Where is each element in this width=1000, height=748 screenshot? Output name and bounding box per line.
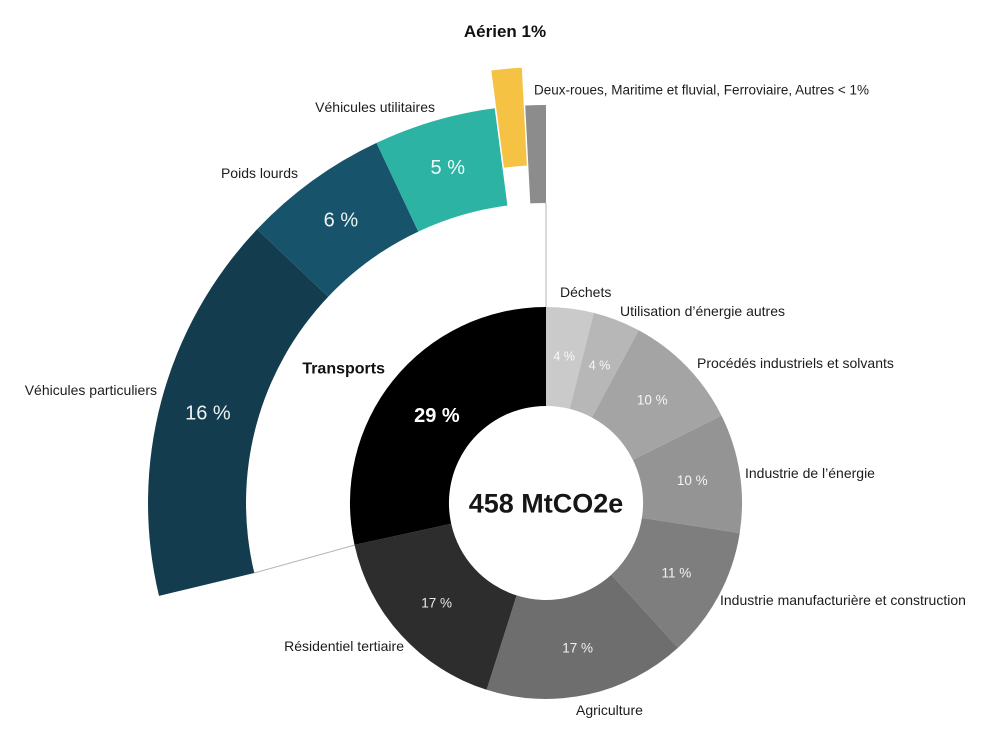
pct-residentiel: 17 % [421,595,452,610]
pct-energie: 10 % [677,473,708,488]
label-procedes: Procédés industriels et solvants [697,355,894,371]
slice-residentiel [354,523,517,690]
slice-agriculture [486,574,678,699]
slice-vehicules-utilitaires [376,108,508,232]
label-manufacture: Industrie manufacturière et construction [720,592,966,608]
slice-aerien [491,67,527,168]
label-energie: Industrie de l’énergie [745,465,875,481]
leader-line-transports [253,544,356,574]
pct-utilisation: 4 % [589,358,611,372]
slice-transports [349,307,546,545]
slice-procedes [591,330,722,460]
pct-agriculture: 17 % [562,640,593,655]
pct-manufacture: 11 % [661,566,691,581]
pct-dechets: 4 % [553,350,575,364]
label-utilisation: Utilisation d’énergie autres [620,303,785,319]
pct-procedes: 10 % [637,393,668,408]
label-residentiel: Résidentiel tertiaire [284,638,404,654]
label-transports: Transports [302,361,385,378]
center-total-label: 458 MtCO2e [469,489,624,519]
slice-dechets [546,306,594,409]
slice-autres [525,104,546,204]
pct-vehicules-particuliers: 16 % [185,403,231,425]
slice-utilisation [569,312,639,418]
label-vehicules-particuliers: Véhicules particuliers [25,382,157,398]
label-poids-lourds: Poids lourds [221,165,298,181]
slice-poids-lourds [257,142,419,297]
label-agriculture: Agriculture [576,702,643,718]
label-vehicules-utilitaires: Véhicules utilitaires [315,99,435,115]
label-autres: Deux-roues, Maritime et fluvial, Ferrovi… [534,83,869,98]
pct-vehicules-utilitaires: 5 % [431,157,466,179]
slice-manufacture [611,517,740,648]
label-dechets: Déchets [560,284,611,300]
pct-poids-lourds: 6 % [324,209,359,231]
slice-energie [632,415,743,534]
slice-vehicules-particuliers [148,229,329,596]
label-aerien: Aérien 1% [464,22,546,41]
pct-transports: 29 % [414,405,460,427]
